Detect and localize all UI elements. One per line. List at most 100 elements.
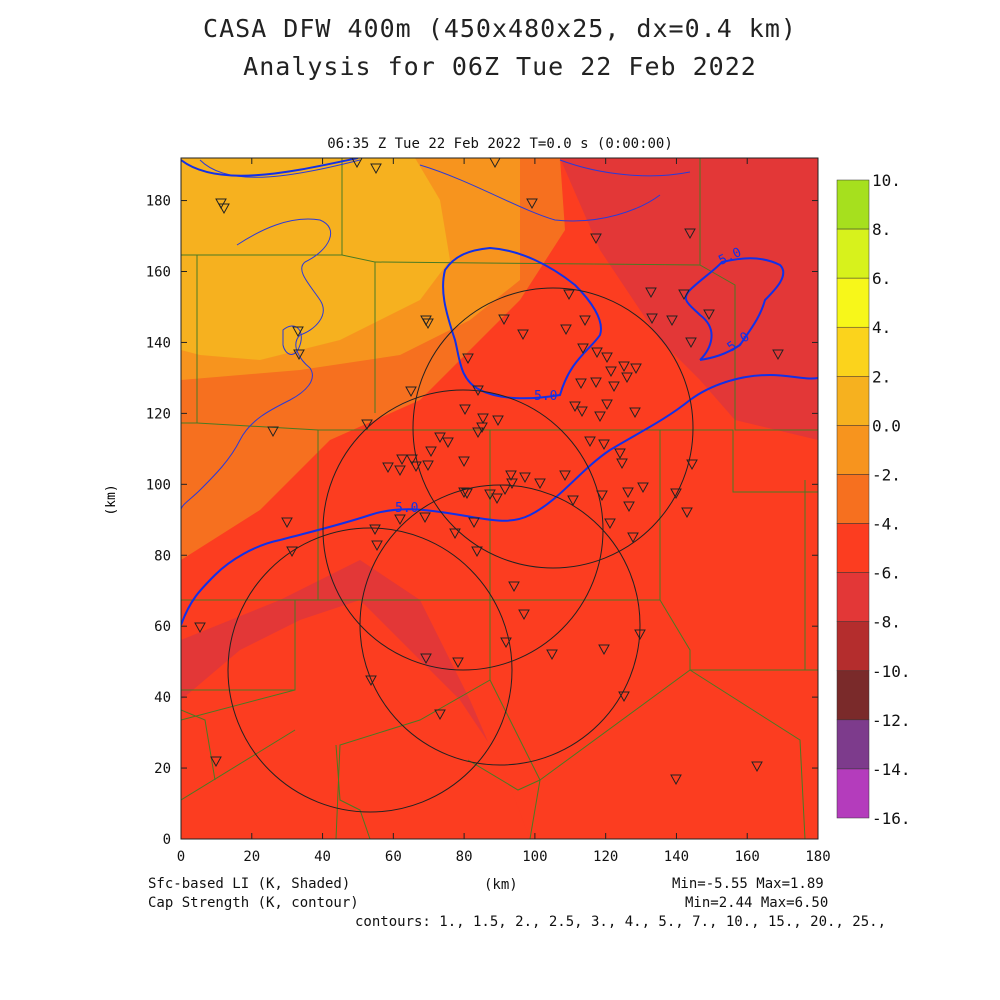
colorbar-swatch — [836, 474, 870, 524]
x-tick-label: 100 — [522, 849, 547, 865]
station-marker — [703, 309, 715, 321]
station-marker — [452, 657, 464, 669]
station-marker — [685, 337, 697, 349]
colorbar-label: 0.0 — [872, 416, 901, 435]
station-marker — [590, 377, 602, 389]
station-markers — [194, 158, 784, 786]
station-marker — [442, 437, 454, 449]
station-marker — [505, 470, 517, 482]
station-marker — [634, 629, 646, 641]
station-marker — [462, 353, 474, 365]
colorbar-swatch — [836, 179, 870, 230]
station-marker — [489, 158, 501, 169]
station-marker — [526, 198, 538, 210]
station-marker — [410, 461, 422, 473]
station-marker — [666, 315, 678, 327]
colorbar-swatch — [836, 425, 870, 475]
station-marker — [371, 540, 383, 552]
colorbar-label: -8. — [872, 613, 901, 632]
station-marker — [468, 517, 480, 529]
colorbar-label: 10. — [872, 171, 901, 190]
station-marker — [370, 163, 382, 175]
station-marker — [621, 372, 633, 384]
station-marker — [449, 528, 461, 540]
station-marker — [293, 349, 305, 361]
title-line-2: Analysis for 06Z Tue 22 Feb 2022 — [243, 52, 757, 81]
station-marker — [645, 287, 657, 299]
station-marker — [471, 546, 483, 558]
footer-shaded-minmax: Min=-5.55 Max=1.89 — [672, 876, 824, 892]
y-tick-label: 180 — [146, 194, 171, 210]
colorbar-label: -12. — [872, 711, 911, 730]
footer-contour-minmax: Min=2.44 Max=6.50 — [685, 895, 829, 911]
map-frame — [180, 157, 819, 840]
footer-shaded-caption: Sfc-based LI (K, Shaded) — [148, 876, 351, 892]
station-marker — [622, 487, 634, 499]
station-marker — [591, 347, 603, 359]
station-marker — [686, 459, 698, 471]
station-marker — [751, 761, 763, 773]
station-marker — [267, 426, 279, 438]
y-tick-label: 0 — [163, 832, 171, 848]
station-marker — [594, 411, 606, 423]
station-marker — [492, 415, 504, 427]
colorbar-label: -10. — [872, 662, 911, 681]
colorbar-swatch — [836, 277, 870, 328]
y-tick-label: 100 — [146, 477, 171, 493]
station-marker — [576, 406, 588, 418]
county-boundaries — [181, 158, 818, 839]
station-marker — [646, 313, 658, 325]
title-line-1: CASA DFW 400m (450x480x25, dx=0.4 km) — [203, 14, 797, 43]
station-marker — [405, 386, 417, 398]
station-marker — [394, 514, 406, 526]
station-marker — [584, 436, 596, 448]
station-marker — [406, 454, 418, 466]
colorbar-swatch — [836, 572, 870, 622]
band-south — [181, 600, 530, 839]
station-marker — [382, 462, 394, 474]
station-marker — [575, 378, 587, 390]
station-marker — [286, 546, 298, 558]
y-tick-label: 140 — [146, 335, 171, 351]
colorbar-swatch — [836, 621, 870, 672]
station-marker — [681, 507, 693, 519]
station-marker — [684, 228, 696, 240]
radar-ring-1 — [412, 287, 694, 569]
y-axis-label: (km) — [104, 484, 119, 515]
station-marker — [351, 158, 363, 169]
station-marker — [560, 324, 572, 336]
station-marker — [519, 472, 531, 484]
x-tick-label: 60 — [385, 849, 402, 865]
station-marker — [670, 774, 682, 786]
station-marker — [420, 653, 432, 665]
colorbar-swatch — [836, 670, 870, 721]
x-tick-label: 180 — [805, 849, 830, 865]
x-tick-label: 160 — [735, 849, 760, 865]
station-marker — [281, 517, 293, 529]
valid-time: 06:35 Z Tue 22 Feb 2022 T=0.0 s (0:00:00… — [327, 136, 673, 152]
colorbar-label: 8. — [872, 220, 891, 239]
station-marker — [629, 407, 641, 419]
x-tick-label: 120 — [593, 849, 618, 865]
station-marker — [630, 363, 642, 375]
station-marker — [534, 478, 546, 490]
station-marker — [577, 343, 589, 355]
x-tick-label: 40 — [314, 849, 331, 865]
station-marker — [461, 488, 473, 500]
colorbar-swatch — [836, 228, 870, 279]
y-tick-label: 40 — [154, 690, 171, 706]
station-marker — [194, 622, 206, 634]
cap-5-contours — [181, 158, 818, 626]
band-plus2 — [181, 158, 450, 360]
station-marker — [623, 501, 635, 513]
colorbar-label: -14. — [872, 760, 911, 779]
station-marker — [546, 649, 558, 661]
station-marker — [517, 329, 529, 341]
station-marker — [422, 318, 434, 330]
y-tick-label: 160 — [146, 265, 171, 281]
station-marker — [500, 637, 512, 649]
station-marker — [567, 495, 579, 507]
station-marker — [425, 446, 437, 458]
station-marker — [637, 482, 649, 494]
colorbar-swatch — [836, 376, 870, 426]
